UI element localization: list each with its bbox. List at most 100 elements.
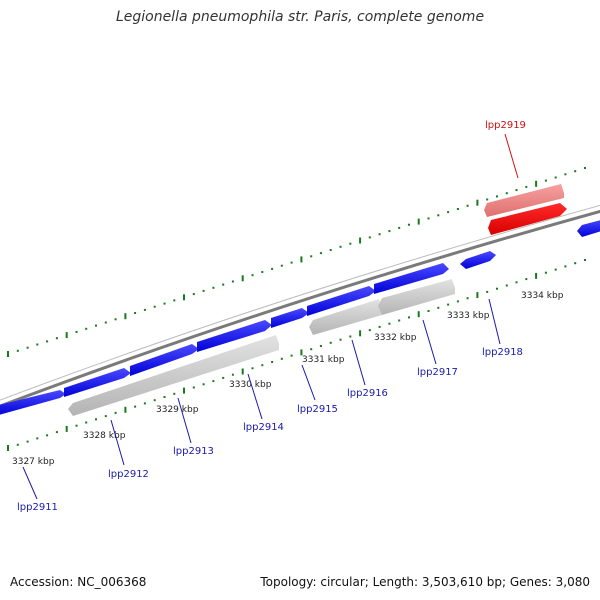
lower-tick bbox=[535, 272, 538, 279]
lower-tick bbox=[143, 402, 146, 405]
gene-label-lpp2918[interactable]: lpp2918 bbox=[482, 347, 523, 358]
upper-tick bbox=[46, 340, 49, 343]
tick-label-3328: 3328 kbp bbox=[83, 431, 126, 441]
lower-tick bbox=[163, 396, 166, 398]
lower-tick bbox=[378, 325, 381, 328]
upper-tick bbox=[183, 294, 185, 301]
lower-tick-row bbox=[7, 259, 586, 451]
tick-label-3334: 3334 kbp bbox=[521, 291, 564, 301]
lower-tick bbox=[114, 411, 117, 414]
upper-tick bbox=[212, 286, 215, 289]
gene-lpp2913[interactable] bbox=[130, 344, 199, 376]
gene-label-lpp2913[interactable]: lpp2913 bbox=[173, 446, 214, 457]
upper-tick bbox=[319, 252, 322, 255]
gene-lpp2912[interactable] bbox=[64, 368, 131, 397]
lower-tick bbox=[290, 354, 293, 357]
lower-tick bbox=[26, 440, 29, 443]
gene-label-lpp2915[interactable]: lpp2915 bbox=[297, 404, 338, 415]
gene-label-lpp2911[interactable]: lpp2911 bbox=[17, 502, 58, 513]
lower-tick bbox=[339, 338, 342, 341]
upper-tick bbox=[95, 324, 97, 327]
gene-gray-1[interactable] bbox=[68, 335, 279, 416]
lower-tick bbox=[456, 300, 459, 303]
upper-tick bbox=[55, 337, 58, 340]
upper-tick bbox=[456, 208, 459, 210]
lower-tick bbox=[124, 406, 127, 413]
gene-lpp2915[interactable] bbox=[271, 308, 309, 328]
gene-lpp2919-light[interactable] bbox=[484, 184, 564, 217]
upper-tick bbox=[496, 195, 498, 198]
upper-tick-row bbox=[7, 167, 586, 357]
forward-strand-genes bbox=[0, 219, 600, 416]
lower-tick bbox=[417, 311, 420, 318]
lower-tick bbox=[85, 421, 88, 424]
lower-tick bbox=[359, 330, 362, 337]
lower-tick bbox=[496, 287, 498, 290]
upper-tick bbox=[134, 312, 137, 314]
upper-tick bbox=[231, 280, 234, 283]
lower-tick bbox=[173, 392, 176, 395]
upper-tick bbox=[554, 176, 557, 179]
upper-tick bbox=[300, 256, 303, 263]
upper-tick bbox=[525, 185, 528, 188]
gene-gray-3[interactable] bbox=[378, 279, 455, 315]
tick-label-3333: 3333 kbp bbox=[447, 311, 490, 321]
upper-tick bbox=[143, 308, 146, 311]
position-labels: 3327 kbp 3328 kbp 3329 kbp 3330 kbp 3331… bbox=[12, 291, 564, 467]
upper-tick bbox=[7, 351, 9, 357]
upper-tick bbox=[280, 264, 283, 267]
gene-label-lpp2912[interactable]: lpp2912 bbox=[108, 469, 149, 480]
upper-tick bbox=[173, 299, 176, 302]
upper-tick bbox=[427, 217, 430, 220]
lower-tick bbox=[574, 262, 577, 265]
gene-lpp2911[interactable] bbox=[0, 390, 66, 416]
lower-tick bbox=[427, 310, 430, 312]
upper-tick bbox=[388, 230, 391, 233]
upper-tick bbox=[104, 321, 107, 324]
lower-tick bbox=[55, 431, 58, 434]
lower-tick bbox=[447, 303, 450, 306]
upper-tick bbox=[505, 192, 508, 195]
upper-tick bbox=[241, 275, 244, 282]
upper-tick bbox=[378, 233, 381, 236]
gene-label-leaders bbox=[22, 133, 519, 500]
gene-label-lpp2914[interactable]: lpp2914 bbox=[243, 422, 284, 433]
gene-lpp2918[interactable] bbox=[460, 251, 496, 269]
upper-tick bbox=[408, 223, 410, 226]
reverse-strand-genes bbox=[68, 279, 455, 416]
gene-gray-2[interactable] bbox=[309, 299, 382, 335]
gene-labels: lpp2911 lpp2912 lpp2913 lpp2914 lpp2915 … bbox=[17, 120, 526, 513]
upper-tick bbox=[114, 318, 117, 321]
tick-label-3330: 3330 kbp bbox=[229, 380, 272, 390]
upper-tick bbox=[564, 173, 567, 176]
gene-label-lpp2917[interactable]: lpp2917 bbox=[417, 367, 458, 378]
upper-tick bbox=[202, 289, 205, 292]
gene-lpp2914[interactable] bbox=[197, 320, 272, 352]
lower-tick bbox=[134, 405, 137, 408]
lower-tick bbox=[95, 418, 97, 421]
lower-tick bbox=[319, 345, 322, 347]
gene-next[interactable] bbox=[577, 219, 600, 237]
upper-tick bbox=[16, 349, 19, 352]
lower-tick bbox=[192, 386, 195, 389]
upper-tick bbox=[476, 199, 479, 206]
tick-label-3327: 3327 kbp bbox=[12, 457, 55, 467]
lower-tick bbox=[486, 290, 489, 293]
lower-tick bbox=[153, 399, 156, 402]
upper-tick bbox=[515, 189, 518, 192]
gene-label-lpp2916[interactable]: lpp2916 bbox=[347, 388, 388, 399]
map-title: Legionella pneumophila str. Paris, compl… bbox=[115, 9, 485, 25]
lower-tick bbox=[466, 297, 469, 300]
lower-tick bbox=[16, 443, 19, 446]
lower-tick bbox=[231, 373, 234, 376]
upper-tick bbox=[466, 204, 469, 207]
gene-lpp2917[interactable] bbox=[374, 263, 449, 294]
upper-tick bbox=[85, 327, 88, 330]
upper-tick bbox=[417, 218, 420, 225]
gene-label-lpp2919[interactable]: lpp2919 bbox=[485, 120, 526, 131]
upper-tick bbox=[437, 214, 440, 217]
gene-lpp2916[interactable] bbox=[307, 286, 376, 316]
upper-tick bbox=[192, 293, 195, 296]
gene-lpp2919[interactable] bbox=[488, 203, 567, 235]
upper-tick bbox=[574, 170, 577, 173]
